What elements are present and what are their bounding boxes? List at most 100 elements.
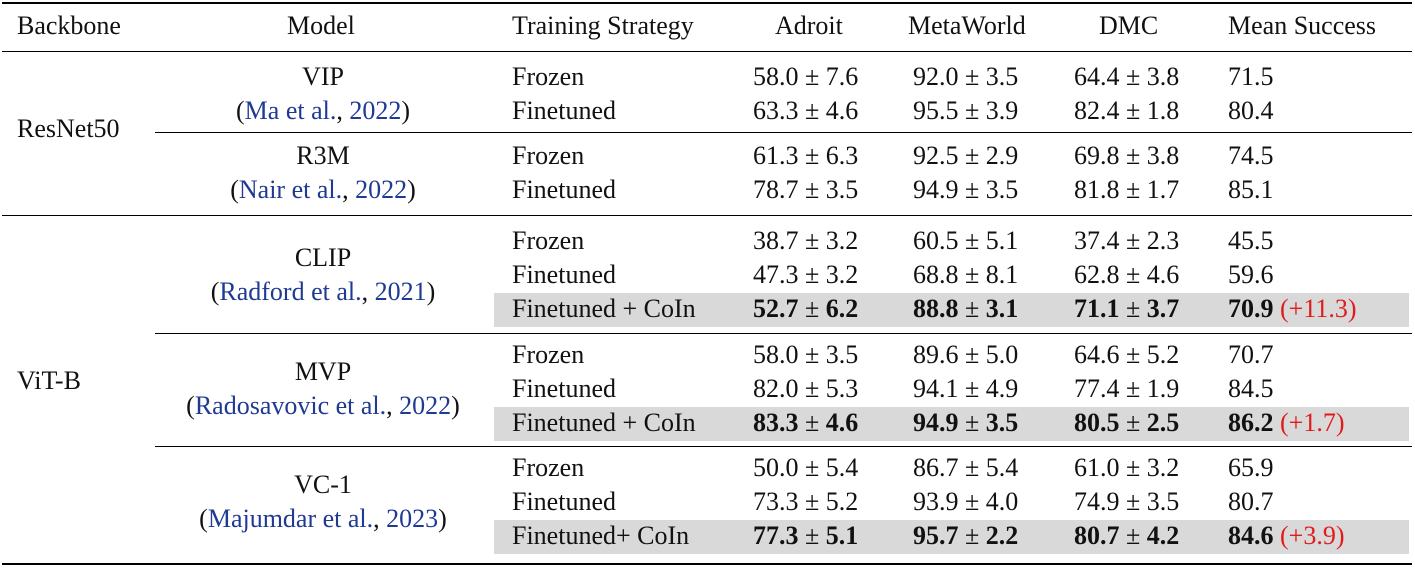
adroit-mean-value: 58.0 <box>753 340 799 369</box>
dmc-mean-value: 82.4 <box>1074 96 1120 125</box>
backbone-label: ViT-B <box>17 366 81 395</box>
metaworld-std-value: 3.5 <box>985 175 1019 204</box>
mean-success-cell: 84.5 <box>1228 374 1274 404</box>
metaworld-mean-value: 95.5 <box>913 96 959 125</box>
mean-success-cell: 70.9 (+11.3) <box>1228 294 1357 324</box>
metaworld-mean-value: 88.8 <box>913 294 959 323</box>
model-citation: (Majumdar et al., 2023) <box>153 504 493 534</box>
plus-minus-symbol: ± <box>1126 487 1141 516</box>
header-mean-success: Mean Success <box>1228 11 1377 40</box>
adroit-mean-value: 83.3 <box>753 408 799 437</box>
citation-year-link[interactable]: 2022 <box>399 391 452 420</box>
citation-author-link[interactable]: Radford et al. <box>219 277 362 306</box>
metaworld-mean-value: 94.9 <box>913 175 959 204</box>
citation-open-paren: ( <box>199 504 208 533</box>
metaworld-mean-value: 86.7 <box>913 453 959 482</box>
mean-success-value: 74.5 <box>1228 141 1274 170</box>
model-name: R3M <box>296 141 350 170</box>
plus-minus-symbol: ± <box>965 408 980 437</box>
dmc-mean-value: 61.0 <box>1074 453 1120 482</box>
metaworld-std-value: 5.4 <box>985 453 1019 482</box>
dmc-mean-value: 37.4 <box>1074 226 1120 255</box>
citation-open-paren: ( <box>235 96 245 125</box>
metaworld-score-cell: 92.5 ± 2.9 <box>913 141 1018 171</box>
dmc-std-value: 1.9 <box>1146 374 1180 403</box>
dmc-score-cell: 71.1 ± 3.7 <box>1074 294 1179 324</box>
metaworld-score-cell: 95.5 ± 3.9 <box>913 96 1018 126</box>
plus-minus-symbol: ± <box>805 340 820 369</box>
metaworld-std-value: 8.1 <box>985 260 1019 289</box>
citation-year-link[interactable]: 2022 <box>349 96 402 125</box>
plus-minus-symbol: ± <box>965 141 980 170</box>
mean-success-value: 84.5 <box>1228 374 1274 403</box>
mean-success-cell: 85.1 <box>1228 175 1274 205</box>
vit-model-divider-2 <box>155 446 1412 447</box>
adroit-mean-value: 78.7 <box>753 175 799 204</box>
metaworld-score-cell: 68.8 ± 8.1 <box>913 260 1018 290</box>
dmc-std-value: 1.7 <box>1146 175 1180 204</box>
metaworld-std-value: 5.0 <box>985 340 1019 369</box>
header-training-strategy: Training Strategy <box>512 11 694 40</box>
dmc-std-value: 5.2 <box>1146 340 1180 369</box>
top-rule <box>2 2 1412 4</box>
adroit-std-value: 4.6 <box>825 408 859 437</box>
citation-year-link[interactable]: 2023 <box>386 504 439 533</box>
header-dmc: DMC <box>1099 11 1159 40</box>
plus-minus-symbol: ± <box>1126 175 1141 204</box>
adroit-std-value: 3.5 <box>825 175 859 204</box>
citation-author-link[interactable]: Ma et al. <box>244 96 337 125</box>
adroit-score-cell: 78.7 ± 3.5 <box>753 175 858 205</box>
resnet-model-divider <box>155 132 1412 133</box>
training-strategy-cell: Frozen <box>512 141 585 170</box>
plus-minus-symbol: ± <box>1126 226 1141 255</box>
plus-minus-symbol: ± <box>965 453 980 482</box>
mean-success-cell: 80.4 <box>1228 96 1274 126</box>
training-strategy-cell: Finetuned + CoIn <box>512 294 696 323</box>
dmc-std-value: 3.2 <box>1146 453 1180 482</box>
adroit-mean-value: 73.3 <box>753 487 799 516</box>
mean-success-value: 65.9 <box>1228 453 1274 482</box>
citation-close-paren: ) <box>438 504 447 533</box>
model-name: MVP <box>294 357 352 386</box>
plus-minus-symbol: ± <box>805 260 820 289</box>
citation-open-paren: ( <box>230 175 239 204</box>
citation-author-link[interactable]: Nair et al. <box>238 175 343 204</box>
header-model: Model <box>287 11 355 40</box>
plus-minus-symbol: ± <box>1126 294 1141 323</box>
mean-success-value: 80.4 <box>1228 96 1274 125</box>
plus-minus-symbol: ± <box>1126 141 1141 170</box>
citation-separator: , <box>386 391 400 420</box>
plus-minus-symbol: ± <box>805 141 820 170</box>
adroit-score-cell: 50.0 ± 5.4 <box>753 453 858 483</box>
adroit-std-value: 5.3 <box>825 374 859 403</box>
citation-close-paren: ) <box>426 277 436 306</box>
adroit-std-value: 7.6 <box>825 62 859 91</box>
adroit-score-cell: 47.3 ± 3.2 <box>753 260 858 290</box>
metaworld-std-value: 3.5 <box>985 408 1019 437</box>
metaworld-mean-value: 93.9 <box>913 487 959 516</box>
adroit-std-value: 3.2 <box>825 260 859 289</box>
citation-author-link[interactable]: Radosavovic et al. <box>194 391 387 420</box>
training-strategy-cell: Frozen <box>512 62 585 91</box>
model-citation: (Radosavovic et al., 2022) <box>153 391 493 421</box>
model-citation: (Ma et al., 2022) <box>153 96 493 126</box>
metaworld-std-value: 3.5 <box>985 62 1019 91</box>
backbone-label: ResNet50 <box>17 114 120 143</box>
adroit-score-cell: 82.0 ± 5.3 <box>753 374 858 404</box>
highlight-row-background <box>494 293 1409 327</box>
training-strategy-cell: Finetuned+ CoIn <box>512 521 690 550</box>
citation-author-link[interactable]: Majumdar et al. <box>207 504 374 533</box>
adroit-mean-value: 61.3 <box>753 141 799 170</box>
dmc-std-value: 3.8 <box>1146 62 1180 91</box>
plus-minus-symbol: ± <box>1126 260 1141 289</box>
citation-year-link[interactable]: 2021 <box>374 277 427 306</box>
adroit-std-value: 5.1 <box>825 521 859 550</box>
adroit-std-value: 6.2 <box>825 294 859 323</box>
metaworld-mean-value: 92.0 <box>913 62 959 91</box>
adroit-std-value: 5.4 <box>825 453 859 482</box>
metaworld-score-cell: 60.5 ± 5.1 <box>913 226 1018 256</box>
dmc-mean-value: 80.7 <box>1074 521 1120 550</box>
citation-year-link[interactable]: 2022 <box>355 175 408 204</box>
adroit-std-value: 4.6 <box>825 96 859 125</box>
highlight-row-background <box>494 520 1409 554</box>
